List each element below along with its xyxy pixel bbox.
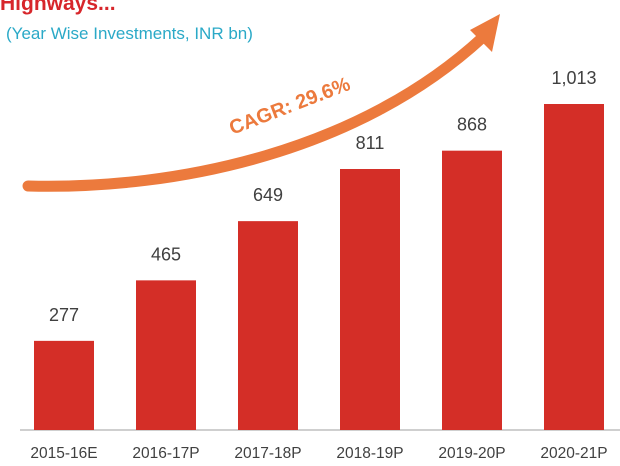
- value-label: 649: [253, 185, 283, 205]
- value-label: 277: [49, 305, 79, 325]
- bar: [238, 221, 298, 430]
- x-tick-label: 2020-21P: [540, 445, 607, 462]
- arrow-head: [470, 14, 500, 52]
- value-label: 1,013: [551, 68, 596, 88]
- bar: [442, 150, 502, 430]
- x-tick-label: 2015-16E: [30, 445, 97, 462]
- bar: [136, 280, 196, 430]
- chart-subtitle: (Year Wise Investments, INR bn): [6, 24, 253, 43]
- growth-arrow: [22, 32, 488, 192]
- x-tick-label: 2018-19P: [336, 445, 403, 462]
- x-tick-label: 2019-20P: [438, 445, 505, 462]
- chart-title: Highways...: [0, 0, 116, 15]
- value-label: 868: [457, 115, 487, 135]
- x-tick-label: 2017-18P: [234, 445, 301, 462]
- value-label: 465: [151, 244, 181, 264]
- bar: [340, 169, 400, 431]
- value-label: 811: [356, 133, 385, 153]
- bar: [544, 104, 604, 430]
- bar: [34, 340, 94, 430]
- x-tick-label: 2016-17P: [132, 445, 199, 462]
